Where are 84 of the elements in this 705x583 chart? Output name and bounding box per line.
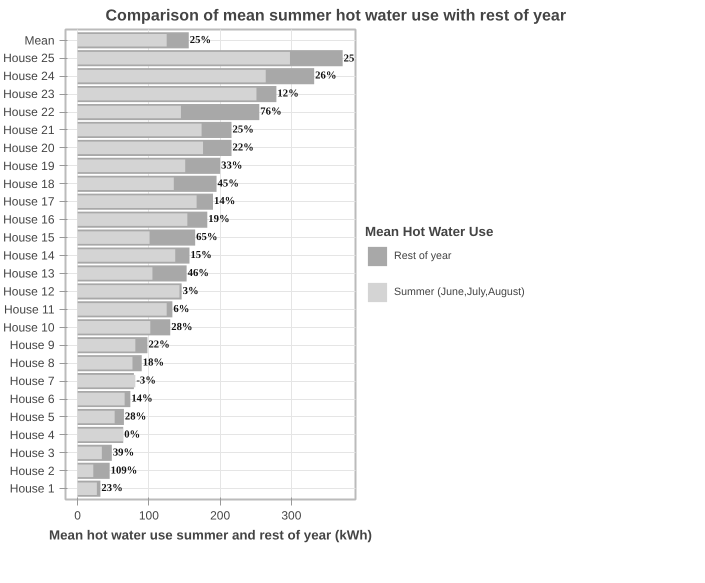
bar (78, 482, 97, 496)
y-tick-label: Mean (24, 33, 55, 48)
chart-title: Comparison of mean summer hot water use with rest of year (106, 8, 566, 24)
bar (78, 106, 181, 118)
y-tick-label: House 19 (3, 158, 55, 173)
annotation: 0% (124, 429, 140, 440)
y-tick-label: House 7 (10, 374, 55, 388)
y-tick-label: House 4 (10, 428, 55, 442)
annotation: 39% (112, 447, 134, 458)
legend-title: Mean Hot Water Use (365, 224, 494, 239)
annotation: 46% (188, 268, 209, 279)
bar (78, 338, 136, 352)
annotation: 26% (315, 70, 336, 82)
bar (78, 160, 186, 172)
annotation: 28% (171, 322, 193, 333)
y-tick-label: House 15 (3, 230, 55, 245)
x-tick-label: 300 (281, 508, 302, 522)
y-tick-label: House 18 (3, 176, 55, 191)
y-tick-label: House 20 (3, 140, 55, 155)
annotation: 14% (214, 196, 236, 208)
y-tick-label: House 1 (10, 482, 55, 496)
annotation: 19% (208, 214, 230, 226)
y-tick-label: House 9 (10, 338, 55, 352)
annotation: 109% (110, 465, 138, 476)
x-tick-label: 200 (210, 508, 230, 522)
bar (78, 88, 256, 100)
bar (78, 177, 174, 190)
bar (78, 52, 290, 64)
bar (78, 356, 132, 370)
y-tick-label: House 11 (4, 302, 55, 316)
annotation: 25% (232, 124, 254, 136)
bar (78, 464, 94, 478)
annotation: 12% (277, 88, 299, 100)
y-tick-label: House 13 (3, 266, 55, 280)
bar (78, 195, 197, 208)
bar (78, 213, 188, 226)
annotation: -3% (136, 376, 156, 387)
bar (78, 124, 202, 136)
x-tick-label: 100 (138, 508, 160, 522)
y-tick-label: House 8 (10, 356, 55, 370)
bar (78, 410, 115, 424)
bar (78, 321, 150, 334)
x-tick-label: 0 (74, 508, 82, 522)
y-tick-label: House 12 (3, 284, 55, 298)
annotation: 18% (142, 358, 164, 369)
annotation: 65% (196, 232, 218, 244)
bar (78, 70, 266, 82)
annotation: 3% (182, 286, 199, 297)
x-axis-title: Mean hot water use summer and rest of year (kWh) (49, 528, 372, 542)
y-tick-label: House 2 (10, 464, 55, 478)
bar (78, 446, 102, 460)
annotation: 28% (124, 411, 146, 422)
bar (78, 249, 176, 262)
y-tick-label: House 17 (3, 194, 55, 209)
annotation: 6% (173, 304, 190, 315)
annotation: 25% (190, 34, 212, 46)
bar (78, 34, 167, 47)
bar (78, 392, 125, 406)
bar (78, 303, 167, 316)
annotation: 22% (148, 340, 170, 351)
annotation: 33% (221, 160, 242, 172)
y-tick-label: House 14 (3, 248, 55, 263)
y-tick-label: House 16 (3, 212, 55, 227)
y-tick-label: House 23 (3, 87, 55, 102)
y-tick-label: House 25 (3, 51, 55, 66)
annotation: 76% (260, 106, 282, 118)
annotation: 14% (131, 394, 153, 405)
y-tick-label: House 5 (10, 410, 55, 424)
bar (78, 142, 204, 154)
legend-label: Summer (June,July,August) (394, 286, 525, 298)
y-tick-label: House 22 (3, 105, 55, 120)
bar (78, 231, 150, 244)
y-tick-label: House 24 (3, 69, 55, 84)
annotation: 22% (232, 142, 254, 154)
y-tick-label: House 6 (10, 392, 55, 406)
y-tick-label: House 10 (3, 320, 55, 334)
annotation: 23% (101, 483, 123, 494)
annotation: 45% (218, 178, 239, 190)
annotation: 25 (344, 54, 354, 65)
y-tick-label: House 21 (3, 122, 55, 137)
annotation: 15% (190, 250, 212, 262)
legend-label: Rest of year (394, 250, 452, 262)
bar (78, 267, 152, 280)
y-tick-label: House 3 (10, 446, 55, 460)
